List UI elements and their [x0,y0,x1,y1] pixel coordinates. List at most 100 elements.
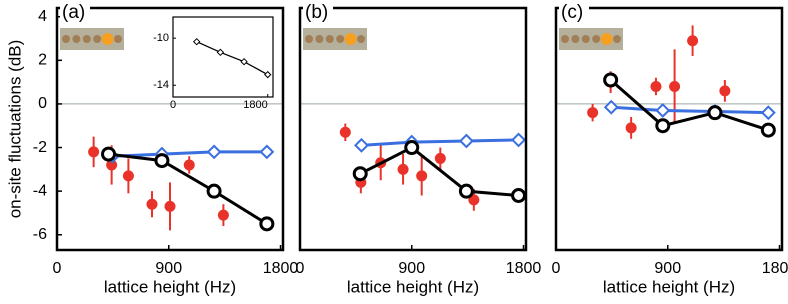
inset-point [264,70,272,79]
thumbnail-spot [561,35,569,43]
data-point [434,152,446,164]
data-point [146,198,158,210]
data-point [352,166,368,182]
data-point [259,144,275,160]
data-point [458,133,474,149]
data-point [458,183,474,199]
data-point [511,187,527,203]
x-tick-label: 0 [296,260,305,277]
data-point [183,159,195,171]
series-line [361,138,519,147]
data-point [122,170,134,182]
x-tick-label: 900 [155,260,182,277]
thumbnail-spot [62,35,70,43]
title-bg [559,1,589,21]
data-point [719,85,731,97]
data-point [339,126,351,138]
inset-x-tick-label: 1800 [243,99,267,111]
thumbnail-spot [357,35,365,43]
thumbnail-spot [114,35,122,43]
data-point [650,80,662,92]
data-point [206,183,222,199]
thumbnail-spot [592,35,601,43]
x-tick-label: 1800 [506,260,542,277]
thumbnail-spot [581,35,590,43]
panel-title: (a) [62,2,85,23]
data-point [468,194,480,206]
y-tick-label: -6 [33,226,47,243]
data-point [655,118,671,134]
thumbnail-spot [571,35,580,43]
thumbnail-spot [613,35,621,43]
data-point [669,80,681,92]
x-tick-label: 900 [654,260,681,277]
plot-frame [554,6,784,252]
data-point [101,146,117,162]
data-point [404,140,420,156]
data-point [625,122,637,134]
inset-point [216,48,225,57]
inset-point [240,57,248,66]
data-point [760,105,776,121]
data-point [416,170,428,182]
data-point [206,144,222,160]
thumbnail-spot [82,35,91,43]
x-tick-label: 1800 [762,260,788,277]
x-axis-label: lattice height (Hz) [104,277,236,296]
thumbnail-spot [305,35,313,43]
data-point [707,105,723,121]
data-point [354,137,369,153]
y-tick-label: 0 [38,95,47,112]
x-axis-label: lattice height (Hz) [347,277,479,296]
thumbnail-spot [72,35,81,43]
data-point [603,99,619,115]
inset-frame [172,16,274,98]
plot-frame [55,6,285,252]
data-point [760,122,776,138]
thumbnail-spot [93,35,102,43]
thumbnail-spot [336,35,345,43]
thumbnail-spot [315,35,324,43]
thumbnail-spot [600,33,613,45]
data-point [217,209,229,221]
data-point [603,72,619,88]
inset-line [196,41,269,76]
x-tick-label: 1800 [263,260,299,277]
panel-title: (c) [561,2,583,23]
data-point [397,163,409,175]
thumbnail-spot [325,35,334,43]
inset-y-tick-label: -10 [153,32,169,44]
title-bg [60,1,90,21]
x-tick-label: 0 [552,260,561,277]
data-point [655,103,671,118]
plot-frame [298,6,528,252]
y-tick-label: -2 [33,139,47,156]
inset-y-tick-label: -14 [153,79,169,91]
thumbnail-spot [344,33,357,45]
data-point [154,153,170,169]
data-point [88,146,100,158]
inset-point [192,37,201,46]
x-tick-label: 0 [53,260,62,277]
data-point [587,107,599,119]
series-line [359,145,519,197]
thumbnail-spot [101,33,114,45]
data-point [106,159,118,171]
panel-title: (b) [305,2,328,23]
y-tick-label: -4 [33,182,47,199]
inset-x-tick-label: 0 [170,99,176,111]
data-point [687,35,699,47]
title-bg [303,1,333,21]
y-tick-label: 2 [38,52,47,69]
data-point [164,200,176,212]
series-line [611,105,769,115]
series-line [108,152,268,226]
series-line [112,150,267,158]
x-axis-label: lattice height (Hz) [603,277,735,296]
x-tick-label: 900 [398,260,425,277]
data-point [511,132,526,148]
y-tick-label: 4 [38,8,47,25]
data-point [259,216,275,232]
series-line [609,78,769,132]
